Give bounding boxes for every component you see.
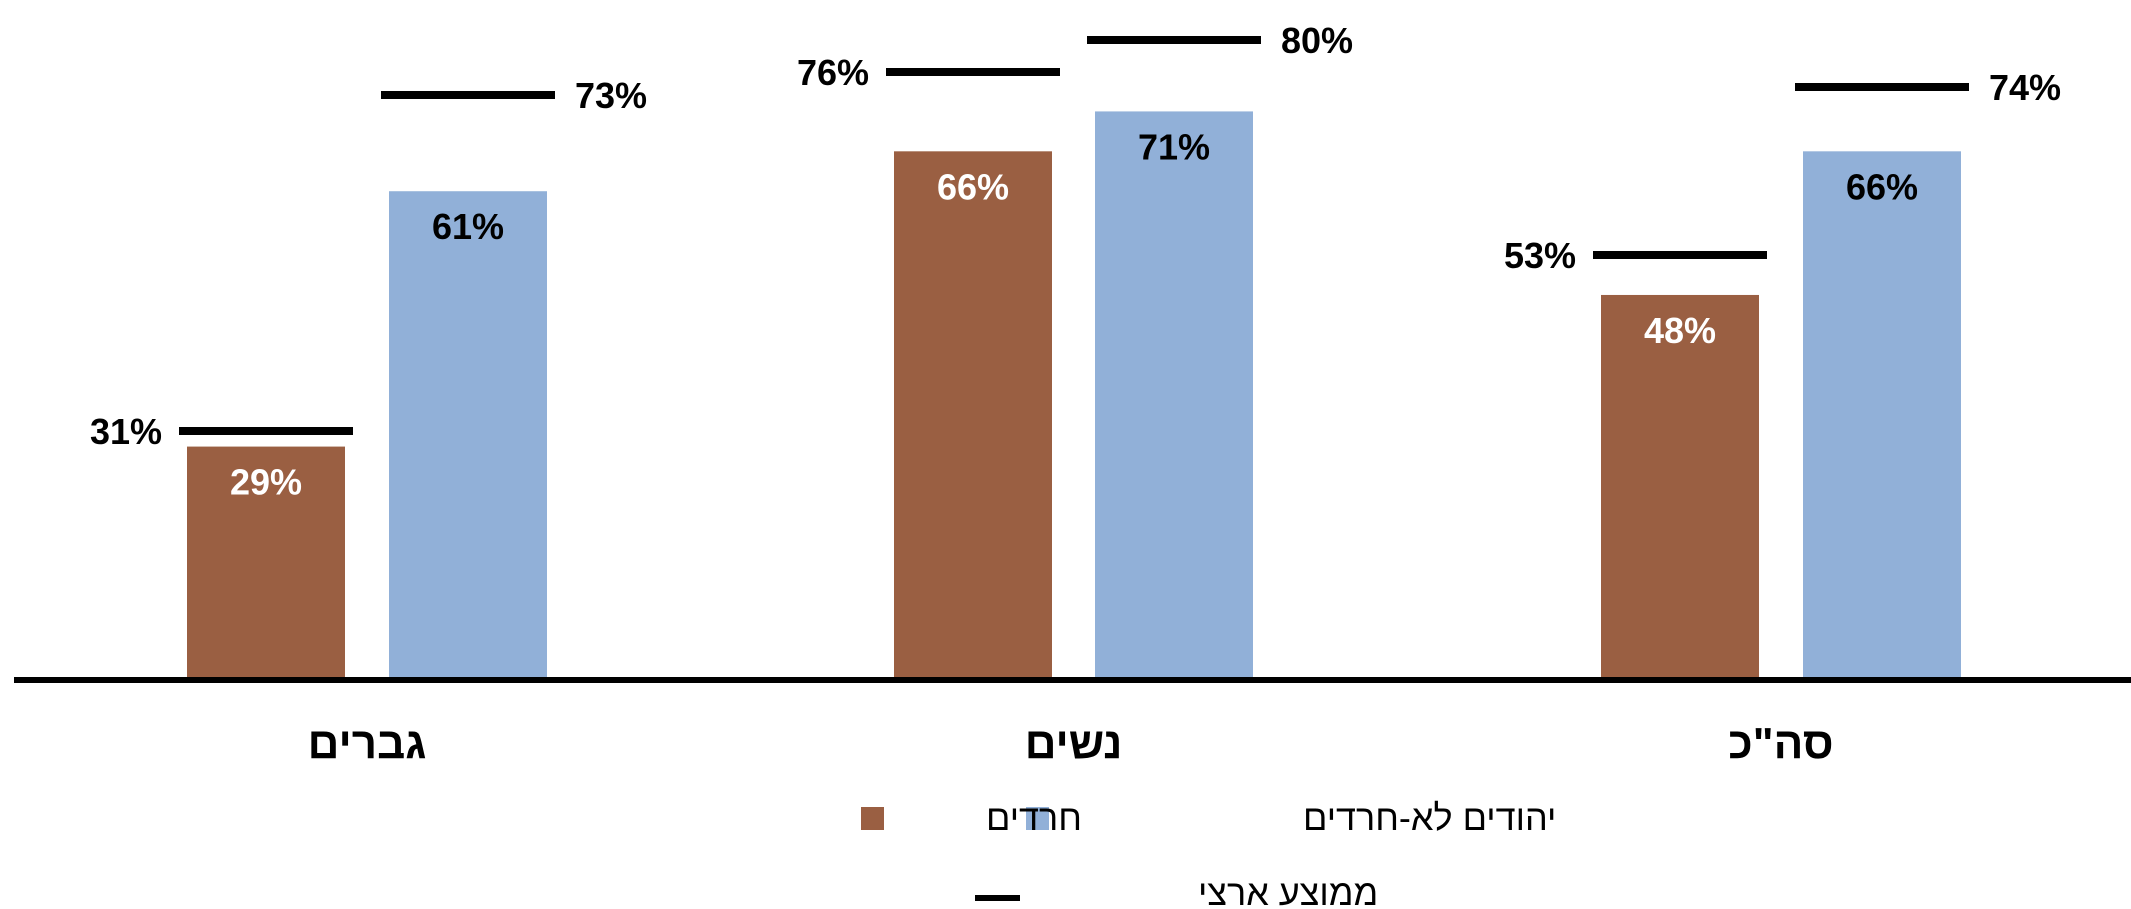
data-label-series-2-2: 71%	[1138, 126, 1210, 167]
data-label-series-1-2: 66%	[937, 166, 1009, 207]
legend-label-series-1: חרדים	[986, 797, 1082, 838]
legend-swatch-series-1	[861, 807, 884, 830]
bar-series-1-1	[187, 446, 345, 678]
legend-swatch-series-2	[1026, 807, 1049, 830]
data-label-series-1-1: 29%	[230, 462, 302, 503]
category-label-2: נשים	[1025, 719, 1123, 768]
category-label-3: סה"כ	[1728, 719, 1833, 768]
reference-lines-layer: 31% 73% 76% 80% 53% 74%	[90, 20, 2061, 452]
category-label-1: גברים	[308, 719, 427, 768]
reference-label-2-2: 80%	[1281, 20, 1353, 61]
reference-label-1-1: 31%	[90, 411, 162, 452]
legend-label-series-2: יהודים לא-חרדים	[1303, 797, 1556, 838]
bars-layer	[187, 111, 1961, 679]
category-labels: גברים נשים סה"כ	[308, 719, 1834, 768]
bar-series-2-3	[1803, 151, 1961, 678]
reference-label-3-2: 74%	[1989, 67, 2061, 108]
reference-label-2-1: 76%	[797, 52, 869, 93]
legend: יהודים לא-חרדים חרדים ממוצע ארצי	[861, 797, 1556, 909]
data-label-series-2-3: 66%	[1846, 166, 1918, 207]
bar-series-2-1	[389, 191, 547, 678]
data-label-series-1-3: 48%	[1644, 310, 1716, 351]
legend-label-reference: ממוצע ארצי	[1198, 872, 1378, 909]
bar-series-1-2	[894, 151, 1052, 678]
reference-label-3-1: 53%	[1504, 235, 1576, 276]
data-label-series-2-1: 61%	[432, 206, 504, 247]
labels-layer: 29% 66% 48% 61% 71% 66%	[230, 126, 1918, 502]
bar-series-1-3	[1601, 294, 1759, 678]
reference-label-1-2: 73%	[575, 75, 647, 116]
bar-series-2-2	[1095, 111, 1253, 679]
